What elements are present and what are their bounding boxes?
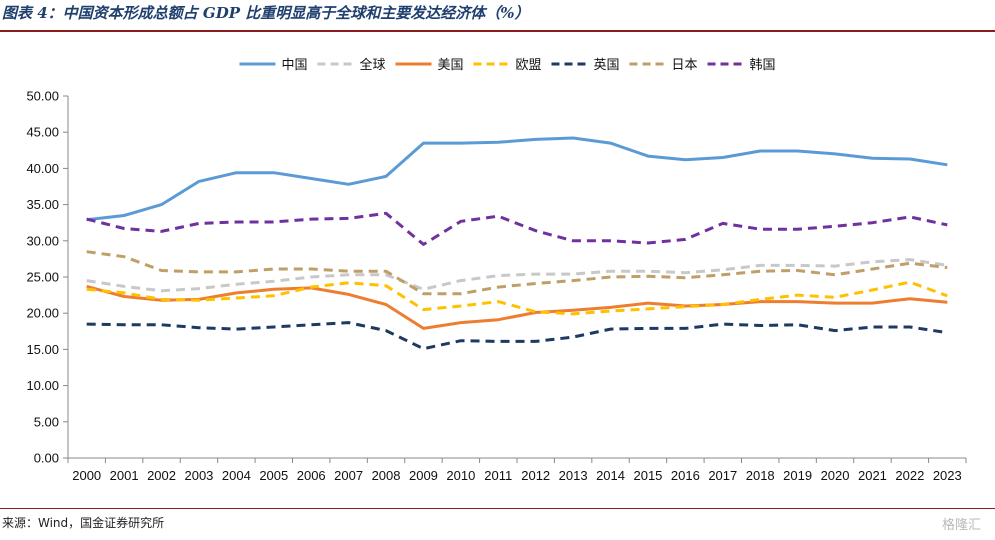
series-line-6 (86, 211, 948, 246)
x-tick-label: 2013 (559, 468, 588, 483)
title-divider (0, 30, 995, 32)
y-tick-label: 10.00 (26, 378, 59, 393)
legend-label-0: 中国 (282, 58, 308, 73)
x-tick-label: 2006 (297, 468, 326, 483)
legend-label-3: 欧盟 (516, 58, 542, 73)
x-tick-label: 2022 (895, 468, 924, 483)
series-line-2 (86, 284, 948, 330)
legend-label-5: 日本 (672, 58, 698, 73)
x-tick-label: 2008 (372, 468, 401, 483)
watermark-logo: 格隆汇 (941, 518, 981, 533)
y-tick-label: 50.00 (26, 89, 59, 104)
chart-title: 图表 4：中国资本形成总额占 GDP 比重明显高于全球和主要发达经济体（%） (2, 4, 530, 22)
x-tick-label: 2009 (409, 468, 438, 483)
x-tick-label: 2004 (222, 468, 251, 483)
x-tick-label: 2011 (484, 468, 512, 483)
x-tick-label: 2002 (147, 468, 176, 483)
x-tick-label: 2021 (858, 468, 887, 483)
y-tick-label: 5.00 (34, 414, 59, 429)
source-divider (0, 508, 995, 509)
x-tick-label: 2019 (783, 468, 812, 483)
y-tick-label: 15.00 (26, 342, 59, 357)
legend: 中国 全球 美国 欧盟 英国 日本 韩国 (239, 57, 776, 73)
y-tick-label: 0.00 (34, 451, 59, 466)
x-tick-label: 2017 (708, 468, 737, 483)
legend-label-4: 英国 (594, 58, 620, 73)
series-line-5 (86, 250, 948, 296)
y-tick-label: 35.00 (26, 197, 59, 212)
series-line-4 (86, 321, 948, 351)
x-tick-label: 2000 (72, 468, 101, 483)
x-tick-label: 2016 (671, 468, 700, 483)
series-lines (86, 136, 948, 351)
source-note: 来源：Wind，国金证券研究所 (2, 516, 165, 530)
x-tick-label: 2005 (259, 468, 288, 483)
y-tick-label: 40.00 (26, 161, 59, 176)
legend-label-2: 美国 (438, 58, 464, 73)
x-tick-label: 2023 (933, 468, 962, 483)
y-tick-label: 30.00 (26, 233, 59, 248)
series-line-3 (86, 280, 948, 316)
series-line-0 (86, 136, 948, 222)
x-tick-label: 2010 (446, 468, 475, 483)
legend-label-6: 韩国 (750, 58, 776, 73)
x-tick-label: 2015 (633, 468, 662, 483)
legend-label-1: 全球 (360, 57, 386, 73)
y-tick-label: 20.00 (26, 306, 59, 321)
x-tick-label: 2018 (746, 468, 775, 483)
y-axis: 0.00 5.00 10.00 15.00 20.00 25.00 30.00 35.00 40… (26, 89, 69, 466)
y-tick-label: 45.00 (26, 125, 59, 140)
series-line-1 (86, 258, 948, 293)
x-tick-label: 2007 (334, 468, 363, 483)
x-tick-label: 2003 (184, 468, 213, 483)
x-tick-label: 2020 (821, 468, 850, 483)
x-tick-label: 2012 (521, 468, 550, 483)
x-tick-label: 2001 (110, 468, 139, 483)
x-axis: 2000 2001 2002 2003 2004 2005 2006 2007 2008 2009… (67, 457, 967, 483)
x-tick-label: 2014 (596, 468, 625, 483)
y-tick-label: 25.00 (26, 270, 59, 285)
